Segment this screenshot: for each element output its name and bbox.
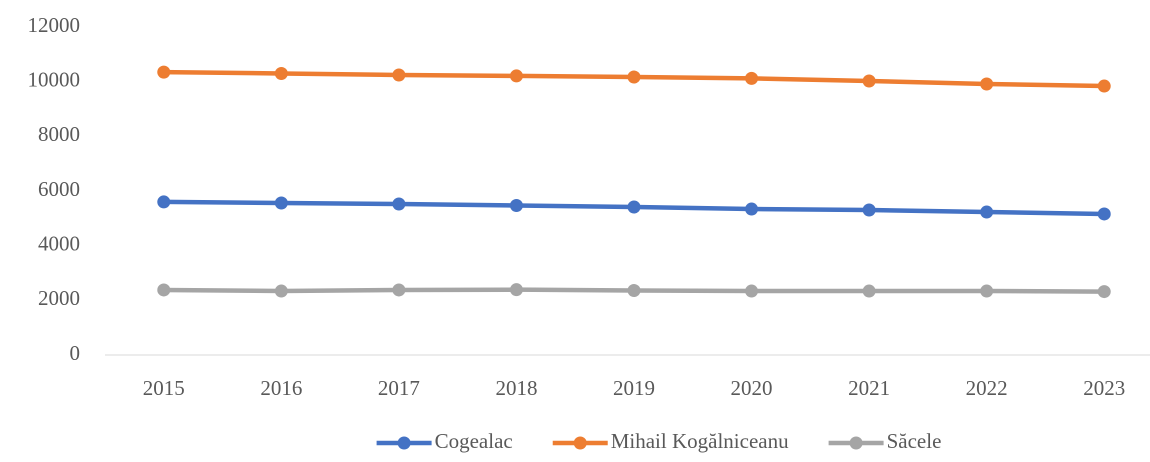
marker (157, 283, 171, 297)
marker (1097, 207, 1111, 221)
legend-marker (849, 436, 863, 450)
x-tick-label: 2017 (378, 376, 420, 400)
marker (862, 74, 876, 88)
y-tick-label: 12000 (28, 13, 81, 37)
marker (157, 65, 171, 79)
marker (1097, 285, 1111, 299)
marker (392, 283, 406, 297)
y-tick-label: 0 (70, 341, 81, 365)
x-tick-label: 2021 (848, 376, 890, 400)
x-tick-label: 2023 (1083, 376, 1125, 400)
marker (392, 68, 406, 82)
marker (745, 202, 759, 216)
marker (745, 71, 759, 85)
marker (627, 70, 641, 84)
x-tick-label: 2022 (966, 376, 1008, 400)
marker (274, 66, 288, 80)
marker (627, 283, 641, 297)
legend-label: Cogealac (435, 429, 513, 453)
x-tick-label: 2016 (260, 376, 302, 400)
x-tick-label: 2018 (495, 376, 537, 400)
marker (1097, 79, 1111, 93)
legend-marker (573, 436, 587, 450)
marker (274, 284, 288, 298)
legend-marker (397, 436, 411, 450)
marker (509, 198, 523, 212)
legend-label: Săcele (887, 429, 942, 453)
y-tick-label: 6000 (38, 177, 80, 201)
marker (627, 200, 641, 214)
y-tick-label: 4000 (38, 231, 80, 255)
y-tick-label: 10000 (28, 67, 81, 91)
marker (509, 69, 523, 83)
marker (980, 205, 994, 219)
marker (862, 203, 876, 217)
marker (157, 195, 171, 209)
x-tick-label: 2015 (143, 376, 185, 400)
y-tick-label: 2000 (38, 286, 80, 310)
x-tick-label: 2020 (731, 376, 773, 400)
marker (862, 284, 876, 298)
marker (509, 283, 523, 297)
marker (980, 284, 994, 298)
marker (745, 284, 759, 298)
y-tick-label: 8000 (38, 122, 80, 146)
marker (274, 196, 288, 210)
legend-label: Mihail Kogălniceanu (611, 429, 789, 453)
x-tick-label: 2019 (613, 376, 655, 400)
marker (980, 77, 994, 91)
marker (392, 197, 406, 211)
